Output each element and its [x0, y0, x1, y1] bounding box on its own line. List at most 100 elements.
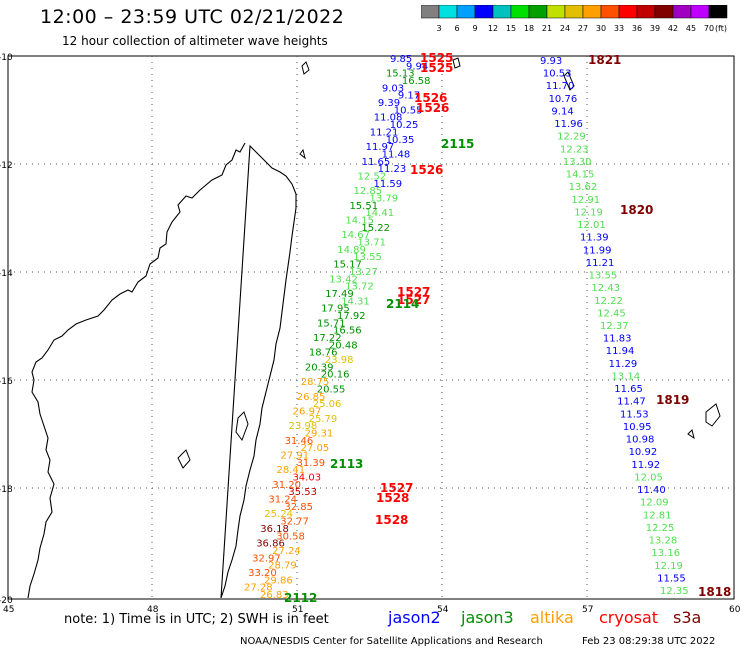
wave-height-value: 9.17	[398, 91, 420, 102]
wave-height-value: 11.23	[378, 164, 407, 175]
wave-height-value: 28.79	[268, 561, 297, 572]
wave-height-value: 20.39	[305, 362, 334, 373]
legend-tick: 36	[632, 24, 642, 33]
wave-height-value: 11.97	[366, 142, 395, 153]
wave-height-value: 12.52	[358, 171, 387, 182]
lon-label: 60	[729, 605, 740, 615]
pass-time-label: 1528	[375, 513, 408, 527]
legend-tick: 18	[524, 24, 534, 33]
wave-height-value: 12.37	[600, 321, 629, 332]
pass-time-label: 2113	[330, 457, 363, 471]
pass-time-label: 1528	[376, 491, 409, 505]
wave-height-value: 32.85	[284, 502, 313, 513]
legend-tick: 33	[614, 24, 624, 33]
wave-height-value: 31.24	[268, 495, 297, 506]
wave-height-value: 11.96	[554, 119, 583, 130]
legend-tick: 70	[704, 24, 714, 33]
wave-height-value: 28.75	[301, 377, 330, 388]
wave-height-value: 9.14	[551, 106, 573, 117]
legend-unit: (ft)	[715, 24, 727, 33]
wave-height-value: 14.89	[337, 245, 366, 256]
wave-height-value: 27.91	[281, 450, 310, 461]
wave-height-value: 26.83	[260, 590, 289, 601]
legend-swatch	[582, 5, 602, 19]
legend-swatch	[438, 5, 458, 19]
wave-height-value: 23.98	[325, 355, 354, 366]
wave-height-value: 14.41	[365, 208, 394, 219]
island	[452, 57, 461, 69]
wave-height-value: 11.40	[637, 485, 666, 496]
wave-height-value: 11.21	[586, 258, 615, 269]
legend-swatch	[654, 5, 674, 19]
madagascar-coastline	[27, 142, 297, 599]
wave-height-value: 20.55	[317, 384, 346, 395]
wave-height-value: 14.31	[341, 296, 370, 307]
legend-swatch	[600, 5, 620, 19]
pass-time-label: 1525	[420, 61, 453, 75]
wave-height-value: 12.01	[577, 220, 606, 231]
wave-height-value: 9.85	[390, 54, 412, 65]
wave-height-value: 11.83	[603, 334, 632, 345]
legend-tick: 42	[668, 24, 678, 33]
island	[301, 61, 310, 75]
wave-height-value: 27.28	[244, 583, 273, 594]
wave-height-value: 12.25	[646, 523, 675, 534]
wave-height-value: 11.29	[609, 359, 638, 370]
pass-time-label: 1818	[698, 585, 731, 599]
legend-swatch	[421, 5, 440, 19]
wave-height-value: 12.43	[591, 283, 620, 294]
wave-height-value: 13.62	[569, 182, 598, 193]
island	[687, 429, 695, 440]
wave-height-value: 27.05	[301, 443, 330, 454]
wave-height-value: 11.47	[617, 397, 646, 408]
pass-time-label: 1527	[380, 481, 413, 495]
pass-time-label: 1527	[397, 293, 430, 307]
legend-tick: 39	[650, 24, 660, 33]
wave-height-value: 12.09	[640, 498, 669, 509]
wave-height-value: 32.77	[280, 517, 309, 528]
wave-height-value: 26.85	[297, 392, 326, 403]
wave-height-value: 10.53	[543, 69, 572, 80]
legend-tick: 21	[542, 24, 552, 33]
wave-height-value: 11.55	[657, 573, 686, 584]
legend-tick: 30	[596, 24, 606, 33]
lat-label: -12	[0, 161, 13, 171]
pass-time-label: 1821	[588, 53, 621, 67]
page-subtitle: 12 hour collection of altimeter wave hei…	[62, 34, 328, 48]
lat-label: -16	[0, 377, 13, 387]
wave-height-value: 10.98	[626, 435, 655, 446]
wave-height-value: 12.45	[597, 308, 626, 319]
legend-swatch	[564, 5, 584, 19]
wave-height-value: 14.15	[566, 170, 595, 181]
page-title: 12:00 – 23:59 UTC 02/21/2022	[40, 6, 345, 28]
altimeter-track-west: 9.859.9415.1316.589.039.179.3910.5511.08…	[244, 54, 431, 601]
pass-time-label: 1526	[410, 163, 443, 177]
pass-time-label: 1820	[620, 203, 653, 217]
wave-height-value: 12.81	[643, 510, 672, 521]
wave-height-value: 9.03	[382, 83, 404, 94]
wave-height-value: 9.94	[406, 61, 428, 72]
island	[299, 148, 306, 160]
lon-label: 48	[147, 605, 159, 615]
legend-swatch	[492, 5, 512, 19]
island	[705, 403, 721, 427]
wave-height-value: 17.49	[325, 289, 354, 300]
lat-lon-grid	[8, 56, 734, 599]
wave-height-value: 15.13	[386, 69, 415, 80]
wave-height-value: 11.99	[583, 245, 612, 256]
wave-height-value: 11.65	[614, 384, 643, 395]
wave-height-value: 18.76	[309, 348, 338, 359]
lat-label: -20	[0, 596, 13, 606]
wave-height-value: 10.55	[394, 105, 423, 116]
legend-tick: 24	[560, 24, 570, 33]
wave-height-value: 15.22	[361, 223, 390, 234]
wave-height-value: 12.19	[574, 207, 603, 218]
pass-time-label: 2115	[441, 137, 474, 151]
wave-height-value: 11.94	[606, 346, 635, 357]
wave-height-value: 13.27	[349, 267, 378, 278]
wave-height-value: 17.92	[337, 311, 366, 322]
legend-tick: 9	[472, 24, 477, 33]
legend-swatch	[672, 5, 692, 19]
